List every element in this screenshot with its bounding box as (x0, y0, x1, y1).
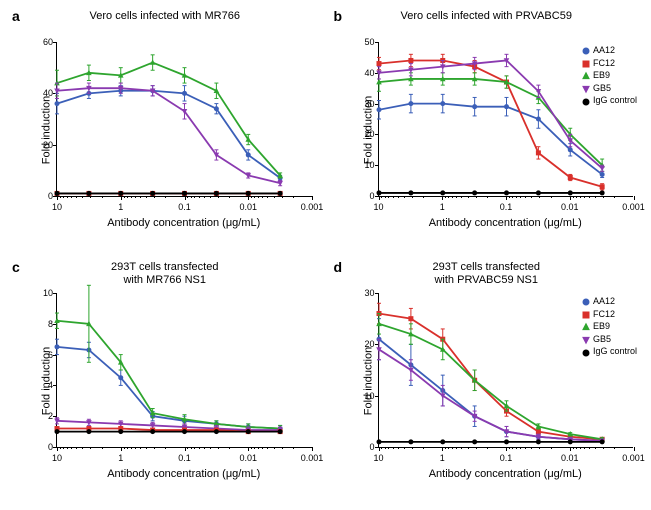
legend-item: AA12 (581, 295, 637, 308)
legend-marker-icon (581, 297, 589, 305)
legend: AA12FC12EB9GB5IgG control (581, 44, 637, 107)
legend: AA12FC12EB9GB5IgG control (581, 295, 637, 358)
legend-item: IgG control (581, 345, 637, 358)
legend-label: AA12 (593, 44, 615, 57)
legend-marker-icon (581, 46, 589, 54)
legend-marker-icon (581, 71, 589, 79)
legend-marker-icon (581, 97, 589, 105)
x-label-d: Antibody concentration (μg/mL) (378, 468, 634, 480)
panel-d: d 293T cells transfectedwith PRVABC59 NS… (330, 259, 644, 502)
chart-title-d: 293T cells transfectedwith PRVABC59 NS1 (330, 261, 644, 289)
legend-label: FC12 (593, 57, 615, 70)
legend-label: EB9 (593, 320, 610, 333)
chart-title-a: Vero cells infected with MR766 (8, 10, 322, 38)
plot-a: 02040601010.10.010.001 (56, 42, 312, 197)
x-label-b: Antibody concentration (μg/mL) (378, 217, 634, 229)
chart-grid: a Vero cells infected with MR766 Fold in… (0, 0, 651, 510)
legend-item: FC12 (581, 57, 637, 70)
panel-label-c: c (12, 259, 20, 275)
chart-title-b: Vero cells infected with PRVABC59 (330, 10, 644, 38)
legend-item: FC12 (581, 308, 637, 321)
legend-item: GB5 (581, 333, 637, 346)
panel-b: b Vero cells infected with PRVABC59 Fold… (330, 8, 644, 251)
legend-item: EB9 (581, 320, 637, 333)
plot-svg (57, 293, 312, 447)
legend-marker-icon (581, 59, 589, 67)
legend-marker-icon (581, 84, 589, 92)
legend-item: GB5 (581, 82, 637, 95)
panel-a: a Vero cells infected with MR766 Fold in… (8, 8, 322, 251)
panel-c: c 293T cells transfectedwith MR766 NS1 F… (8, 259, 322, 502)
plot-b: 010203040501010.10.010.001AA12FC12EB9GB5… (378, 42, 634, 197)
plot-d: 01020301010.10.010.001AA12FC12EB9GB5IgG … (378, 293, 634, 448)
plot-svg (57, 42, 312, 196)
panel-label-b: b (334, 8, 343, 24)
panel-label-d: d (334, 259, 343, 275)
legend-item: AA12 (581, 44, 637, 57)
legend-label: AA12 (593, 295, 615, 308)
legend-marker-icon (581, 335, 589, 343)
legend-marker-icon (581, 310, 589, 318)
panel-label-a: a (12, 8, 20, 24)
legend-label: GB5 (593, 333, 611, 346)
legend-item: EB9 (581, 69, 637, 82)
legend-label: FC12 (593, 308, 615, 321)
legend-item: IgG control (581, 94, 637, 107)
legend-label: IgG control (593, 94, 637, 107)
legend-label: GB5 (593, 82, 611, 95)
legend-label: IgG control (593, 345, 637, 358)
y-label-a: Fold induction (40, 95, 52, 164)
y-label-d: Fold induction (362, 346, 374, 415)
plot-c: 02468101010.10.010.001 (56, 293, 312, 448)
legend-marker-icon (581, 322, 589, 330)
x-label-a: Antibody concentration (μg/mL) (56, 217, 312, 229)
legend-marker-icon (581, 348, 589, 356)
legend-label: EB9 (593, 69, 610, 82)
chart-title-c: 293T cells transfectedwith MR766 NS1 (8, 261, 322, 289)
x-label-c: Antibody concentration (μg/mL) (56, 468, 312, 480)
